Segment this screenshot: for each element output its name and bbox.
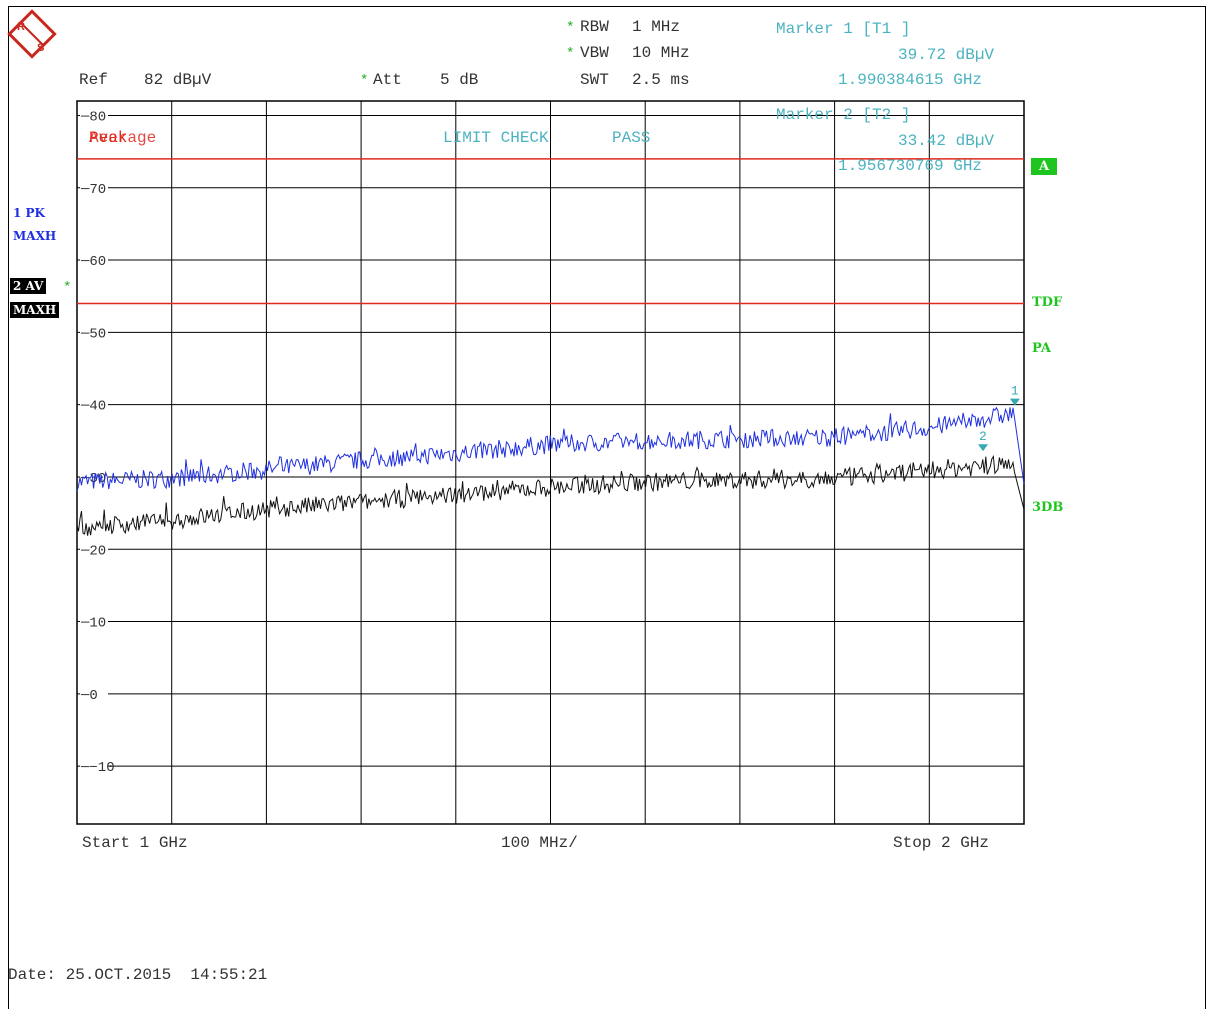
- rbw-label: RBW: [580, 18, 609, 36]
- y-tick-bg: [80, 324, 108, 341]
- rbw-value: 1 MHz: [632, 18, 681, 36]
- trace2-star-icon: *: [63, 280, 72, 296]
- timestamp: Date: 25.OCT.2015 14:55:21: [8, 966, 268, 984]
- att-label: Att: [373, 71, 402, 89]
- status-a-badge: A: [1031, 158, 1058, 175]
- vbw-value: 10 MHz: [632, 44, 690, 62]
- y-tick-label: ─70: [80, 182, 106, 198]
- y-tick-bg: [80, 685, 108, 702]
- start-frequency: Start 1 GHz: [82, 834, 188, 852]
- marker2-freq: 1.956730769 GHz: [838, 157, 983, 175]
- marker-2-icon: [978, 444, 989, 452]
- y-tick-bg: [80, 613, 108, 630]
- vbw-label: VBW: [580, 44, 609, 62]
- marker-1-icon: [1009, 398, 1020, 406]
- marker1-label: Marker 1 [T1 ]: [776, 20, 911, 38]
- trace-average: [76, 454, 1025, 536]
- y-tick-label: ─−10: [80, 760, 115, 776]
- rbw-star-icon: *: [566, 20, 575, 36]
- instrument-frame: [8, 6, 1206, 1009]
- marker-1-number: 1: [1011, 384, 1019, 399]
- ref-label: Ref: [79, 71, 108, 89]
- att-star-icon: *: [360, 73, 369, 89]
- trace1-mode-label: MAXH: [13, 229, 57, 243]
- status-3db-label: 3DB: [1032, 500, 1064, 515]
- limit-check-result: PASS: [612, 129, 651, 147]
- y-tick-label: ─60: [80, 254, 106, 270]
- swt-value: 2.5 ms: [632, 71, 690, 89]
- marker1-freq: 1.990384615 GHz: [838, 71, 983, 89]
- svg-text:S: S: [37, 42, 44, 54]
- status-tdf-label: TDF: [1032, 295, 1063, 310]
- y-tick-bg: [80, 107, 108, 124]
- y-tick-label: ─50: [80, 326, 106, 342]
- limit-check-label: LIMIT CHECK: [443, 129, 549, 147]
- svg-text:R: R: [17, 21, 25, 33]
- marker2-label: Marker 2 [T2 ]: [776, 106, 911, 124]
- y-tick-label: ─20: [80, 543, 106, 559]
- ref-value: 82 dBµV: [144, 71, 212, 89]
- y-tick-label: ─0: [80, 688, 98, 704]
- limit-title-average: Average: [89, 129, 157, 147]
- trace2-mode-label: MAXH: [10, 302, 60, 318]
- vbw-star-icon: *: [566, 46, 575, 62]
- y-tick-bg: [80, 252, 108, 269]
- y-tick-label: ─10: [80, 616, 106, 632]
- y-tick-bg: [80, 179, 108, 196]
- limit-title-peak: Peak: [89, 129, 128, 147]
- swt-label: SWT: [580, 71, 609, 89]
- y-tick-bg: [80, 541, 108, 558]
- trace1-detector-label: 1 PK: [13, 206, 45, 220]
- y-tick-label: ─40: [80, 399, 106, 415]
- att-value: 5 dB: [440, 71, 479, 89]
- status-pa-label: PA: [1032, 341, 1051, 356]
- y-tick-bg: [80, 396, 108, 413]
- span-per-division: 100 MHz/: [501, 834, 578, 852]
- marker1-level: 39.72 dBµV: [898, 46, 995, 64]
- stop-frequency: Stop 2 GHz: [893, 834, 990, 852]
- y-tick-bg: [80, 758, 108, 775]
- marker2-level: 33.42 dBµV: [898, 132, 995, 150]
- marker-2-number: 2: [979, 429, 987, 444]
- trace2-detector-label: 2 AV: [10, 278, 47, 294]
- trace-peak: [76, 406, 1025, 492]
- y-tick-label: ─80: [80, 109, 106, 125]
- rohde-schwarz-logo-icon: R S: [7, 9, 57, 59]
